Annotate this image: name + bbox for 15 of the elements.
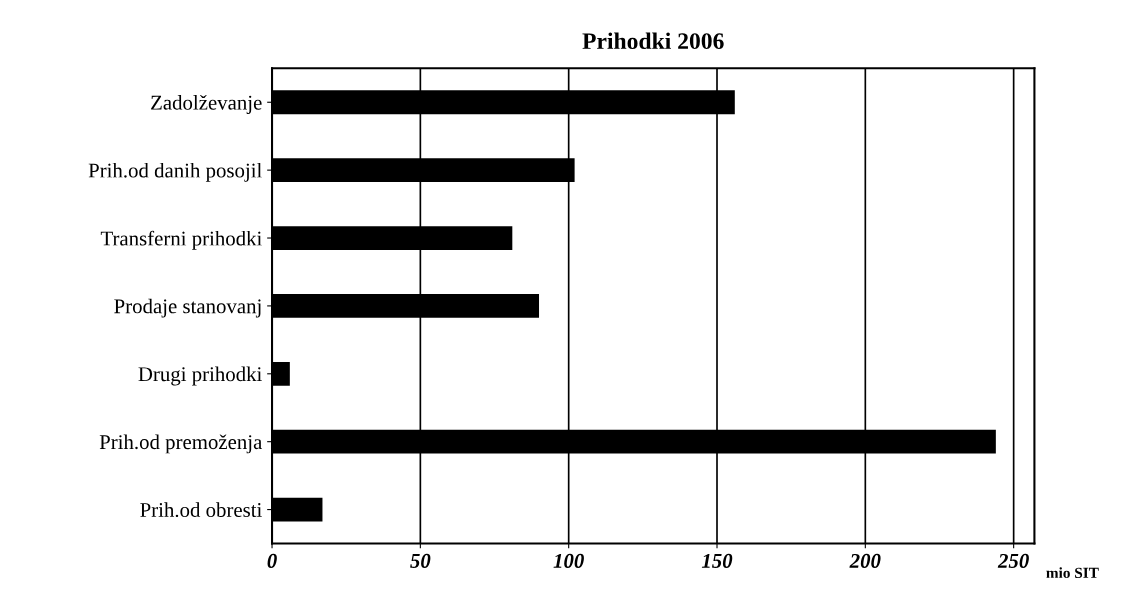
x-tick-label: 250	[997, 553, 1029, 568]
y-tick-label: Transferni prihodki	[100, 230, 262, 250]
x-tick-label: 100	[553, 553, 584, 568]
x-tick-label: 150	[701, 553, 733, 568]
x-tick-label: 0	[267, 553, 277, 568]
y-tick-label: Prih.od premoženja	[99, 434, 263, 454]
y-tick-label: Prih.od obresti	[140, 502, 262, 518]
y-tick-label: Prodaje stanovanj	[114, 298, 261, 318]
x-axis-title: mio SIT	[1046, 567, 1099, 579]
x-tick-label: 200	[849, 553, 881, 568]
chart-title: Prihodki 2006	[582, 32, 724, 50]
x-tick-label: 50	[410, 553, 431, 568]
y-tick-label: Prih.od danih posojil	[88, 162, 262, 182]
y-tick-label: Drugi prihodki	[138, 366, 262, 386]
y-tick-label: Zadolževanje	[151, 95, 262, 114]
